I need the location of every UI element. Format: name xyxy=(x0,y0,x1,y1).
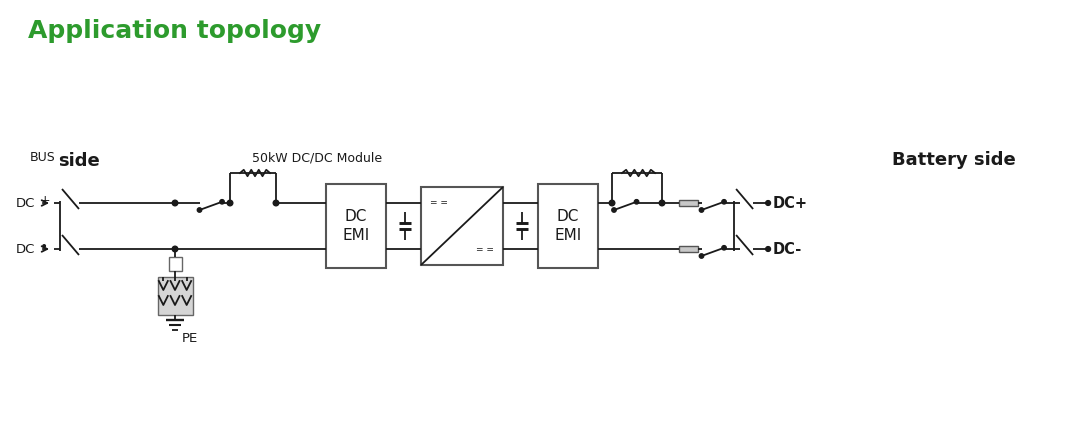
Bar xyxy=(421,187,503,265)
Circle shape xyxy=(172,200,178,206)
Circle shape xyxy=(172,246,178,252)
Circle shape xyxy=(634,200,638,204)
Text: DC: DC xyxy=(16,197,36,209)
Text: DC+: DC+ xyxy=(773,195,808,210)
Circle shape xyxy=(273,200,279,206)
Text: DC-: DC- xyxy=(773,242,802,257)
Circle shape xyxy=(659,200,665,206)
Bar xyxy=(168,257,181,271)
Text: = =: = = xyxy=(476,245,494,254)
Text: DC
EMI: DC EMI xyxy=(554,209,582,243)
Circle shape xyxy=(700,254,704,258)
Circle shape xyxy=(700,208,704,212)
Bar xyxy=(678,200,698,206)
Text: BUS: BUS xyxy=(30,151,56,164)
Text: DC: DC xyxy=(16,243,36,255)
Text: DC
EMI: DC EMI xyxy=(342,209,369,243)
Text: 50kW DC/DC Module: 50kW DC/DC Module xyxy=(252,151,382,164)
Circle shape xyxy=(227,200,233,206)
Text: side: side xyxy=(58,152,99,170)
Text: Application topology: Application topology xyxy=(28,19,321,43)
Text: •: • xyxy=(40,240,49,254)
Circle shape xyxy=(611,208,617,212)
Circle shape xyxy=(721,200,726,204)
Text: PE: PE xyxy=(183,332,199,345)
Circle shape xyxy=(220,200,225,204)
Circle shape xyxy=(766,247,770,251)
Text: +: + xyxy=(40,194,51,206)
Circle shape xyxy=(721,246,726,250)
Circle shape xyxy=(609,200,615,206)
Bar xyxy=(326,184,386,268)
Bar xyxy=(158,277,192,315)
Text: Battery side: Battery side xyxy=(892,151,1016,169)
Circle shape xyxy=(198,208,202,212)
Circle shape xyxy=(766,201,770,206)
Bar xyxy=(538,184,598,268)
Text: = =: = = xyxy=(430,198,448,207)
Bar xyxy=(678,246,698,252)
